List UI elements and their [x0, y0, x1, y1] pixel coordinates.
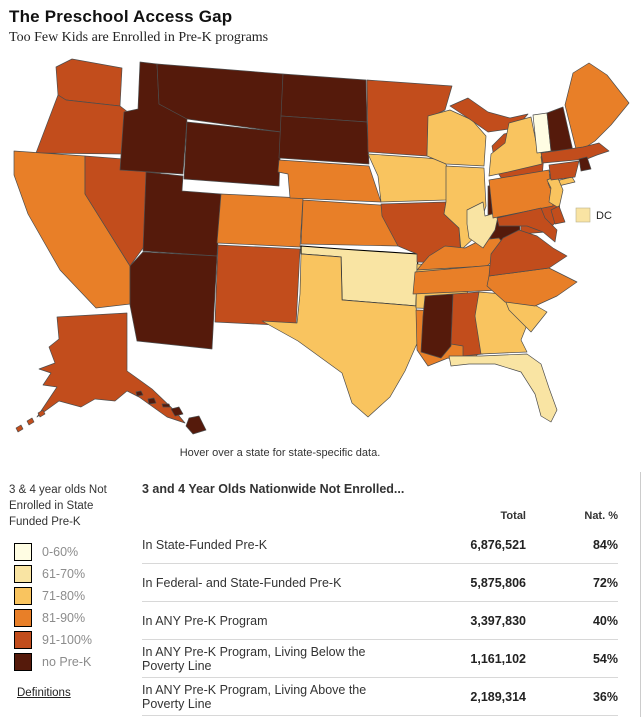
state-HI[interactable]: [170, 406, 184, 417]
stats-row-2: In ANY Pre-K Program 3,397,830 40%: [142, 602, 618, 640]
state-AZ[interactable]: [129, 251, 218, 350]
legend-swatch: [14, 609, 32, 628]
state-TX[interactable]: [261, 253, 420, 418]
page-title: The Preschool Access Gap: [9, 7, 233, 26]
state-WY[interactable]: [183, 121, 282, 187]
nationwide-stats: 3 and 4 Year Olds Nationwide Not Enrolle…: [132, 472, 640, 717]
stats-row-total: 3,397,830: [470, 613, 526, 628]
stats-row-pct: 72%: [592, 575, 618, 590]
stats-table-body: In State-Funded Pre-K 6,876,521 84% In Fede…: [142, 526, 618, 716]
us-choropleth-map: DC: [0, 53, 641, 445]
state-ND[interactable]: [280, 73, 368, 123]
state-WA[interactable]: [55, 58, 123, 107]
state-SD[interactable]: [278, 115, 370, 165]
state-HI[interactable]: [147, 397, 157, 405]
state-NE[interactable]: [277, 159, 382, 203]
stats-row-label: In ANY Pre-K Program, Living Above the P…: [142, 682, 367, 711]
stats-row-label: In State-Funded Pre-K: [142, 537, 268, 552]
state-CT[interactable]: [548, 160, 580, 181]
state-HI[interactable]: [135, 390, 144, 397]
state-UT[interactable]: [142, 171, 222, 257]
state-MI[interactable]: [449, 97, 529, 133]
dc-label: DC: [596, 210, 612, 222]
stats-table-title: 3 and 4 Year Olds Nationwide Not Enrolle…: [142, 482, 405, 496]
legend-item-4: 91-100%: [9, 631, 132, 650]
state-WI[interactable]: [426, 109, 487, 167]
legend-label: 0-60%: [42, 545, 79, 560]
stats-row-4: In ANY Pre-K Program, Living Above the P…: [142, 678, 618, 716]
stats-row-pct: 54%: [592, 651, 618, 666]
map-legend: 3 & 4 year olds Not Enrolled in State Fu…: [0, 472, 132, 717]
legend-label: 61-70%: [42, 567, 86, 582]
stats-row-total: 1,161,102: [470, 651, 526, 666]
stats-row-1: In Federal- and State-Funded Pre-K 5,875,…: [142, 564, 618, 602]
us-map-svg[interactable]: DC: [0, 53, 641, 445]
legend-item-1: 61-70%: [9, 565, 132, 584]
stats-row-label: In ANY Pre-K Program, Living Below the P…: [142, 644, 366, 673]
stats-row-total: 6,876,521: [470, 537, 526, 552]
state-FL[interactable]: [448, 353, 558, 423]
state-WV[interactable]: [466, 201, 500, 249]
stats-row-3: In ANY Pre-K Program, Living Below the P…: [142, 640, 618, 678]
state-AK[interactable]: [15, 424, 24, 433]
legend-swatch: [14, 653, 32, 672]
stats-row-total: 2,189,314: [470, 689, 526, 704]
header: The Preschool Access Gap Too Few Kids ar…: [0, 0, 641, 46]
state-DE[interactable]: [550, 205, 566, 225]
legend-item-5: no Pre-K: [9, 653, 132, 672]
stats-row-pct: 84%: [592, 537, 618, 552]
state-DC-swatch[interactable]: [575, 207, 591, 223]
column-header-natpct: Nat. %: [584, 510, 618, 522]
legend-item-3: 81-90%: [9, 609, 132, 628]
stats-row-label: In Federal- and State-Funded Pre-K: [142, 575, 342, 590]
state-HI[interactable]: [161, 403, 171, 408]
state-MS[interactable]: [420, 293, 454, 359]
stats-row-pct: 36%: [592, 689, 618, 704]
state-AK[interactable]: [26, 417, 35, 426]
state-CO[interactable]: [216, 193, 304, 248]
legend-items: 0-60% 61-70% 71-80% 81-90% 91-100% no Pre-K: [9, 543, 132, 672]
legend-label: 71-80%: [42, 589, 86, 604]
stats-row-pct: 40%: [592, 613, 618, 628]
state-NC[interactable]: [486, 267, 578, 307]
state-MT[interactable]: [156, 63, 284, 133]
legend-label: 81-90%: [42, 611, 86, 626]
stats-table-header: Total Nat. %: [142, 506, 618, 526]
legend-label: no Pre-K: [42, 655, 92, 670]
state-HI[interactable]: [185, 415, 207, 435]
stats-row-0: In State-Funded Pre-K 6,876,521 84%: [142, 526, 618, 564]
map-hover-hint: Hover over a state for state-specific da…: [179, 447, 381, 459]
state-MD[interactable]: [496, 207, 558, 243]
state-RI[interactable]: [578, 156, 592, 172]
state-PA[interactable]: [488, 169, 554, 219]
state-NM[interactable]: [214, 244, 301, 327]
bottom-panel: 3 & 4 year olds Not Enrolled in State Fu…: [0, 472, 641, 717]
legend-title: 3 & 4 year olds Not Enrolled in State Fu…: [9, 484, 107, 529]
legend-swatch: [14, 543, 32, 562]
legend-swatch: [14, 565, 32, 584]
definitions-link[interactable]: Definitions: [17, 687, 71, 700]
legend-swatch: [14, 631, 32, 650]
legend-swatch: [14, 587, 32, 606]
state-VA[interactable]: [488, 229, 568, 277]
state-AK[interactable]: [37, 409, 46, 418]
stats-row-label: In ANY Pre-K Program: [142, 613, 268, 628]
legend-label: 91-100%: [42, 633, 93, 648]
page-subtitle: Too Few Kids are Enrolled in Pre-K progr…: [9, 30, 269, 45]
column-header-total: Total: [500, 510, 526, 522]
legend-item-2: 71-80%: [9, 587, 132, 606]
stats-row-total: 5,875,806: [470, 575, 526, 590]
legend-item-0: 0-60%: [9, 543, 132, 562]
state-MA[interactable]: [540, 142, 610, 164]
state-ME[interactable]: [564, 62, 630, 154]
